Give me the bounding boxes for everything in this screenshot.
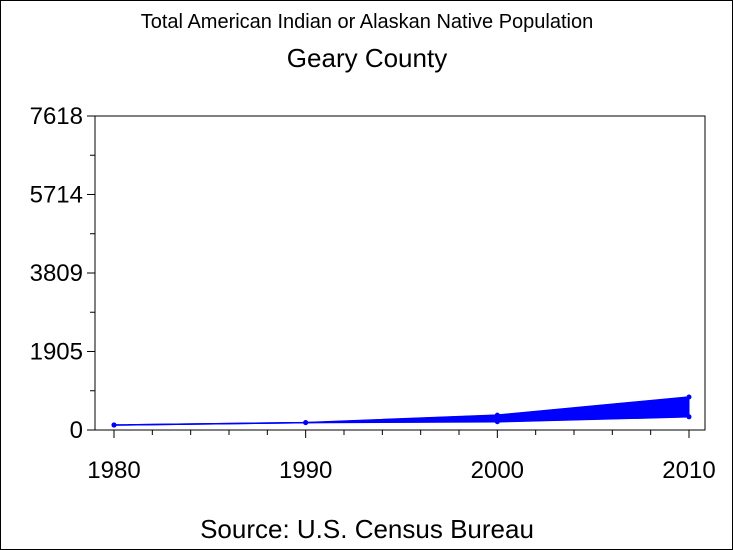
- x-tick-label: 1980: [87, 457, 140, 484]
- data-point-upper: [111, 422, 117, 428]
- source-note: Source: U.S. Census Bureau: [200, 514, 534, 544]
- chart-title: Total American Indian or Alaskan Native …: [141, 11, 594, 33]
- y-tick-label: 0: [70, 417, 83, 444]
- x-tick-label: 1990: [279, 457, 332, 484]
- x-tick-label: 2000: [471, 457, 524, 484]
- data-point-upper: [686, 394, 692, 400]
- data-point-lower: [686, 414, 692, 420]
- x-tick-label: 2010: [662, 457, 715, 484]
- series-band: [113, 396, 690, 426]
- data-point-upper: [494, 412, 500, 418]
- data-point-lower: [494, 419, 500, 425]
- data-point-upper: [303, 420, 309, 426]
- chart-subtitle: Geary County: [287, 43, 447, 73]
- y-tick-label: 7618: [30, 103, 83, 130]
- plot-area: 0 1905 3809 5714 7618 1980 1990 2000 2010: [30, 103, 716, 484]
- plot-frame: [94, 115, 706, 431]
- y-tick-label: 1905: [30, 338, 83, 365]
- series-line-upper: [113, 396, 690, 426]
- y-tick-label: 5714: [30, 181, 83, 208]
- y-tick-label: 3809: [30, 260, 83, 287]
